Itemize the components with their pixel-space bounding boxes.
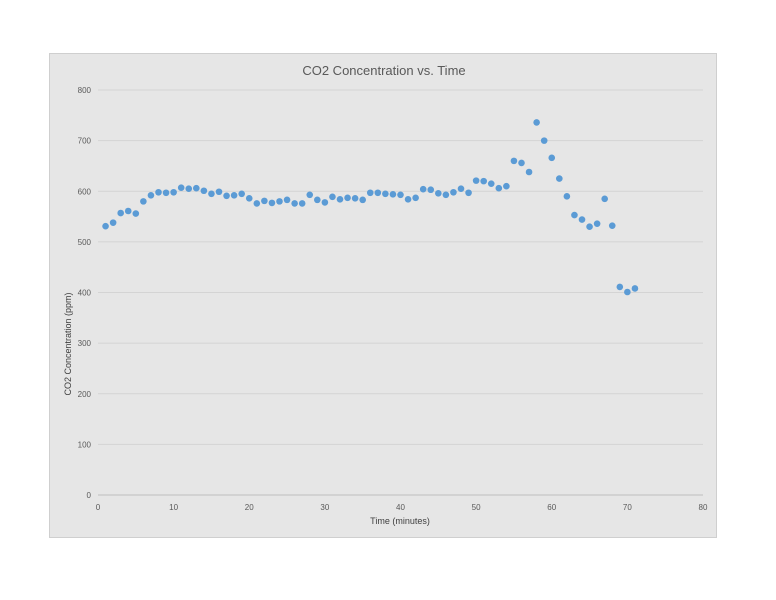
data-point [556,175,563,182]
data-point [336,196,344,203]
x-axis-label: Time (minutes) [370,516,430,526]
y-tick-label: 600 [78,187,92,196]
data-point [548,154,556,162]
scatter-chart: CO2 Concentration vs. Time 0100200300400… [63,63,708,526]
x-tick-label: 80 [699,503,708,512]
data-point [261,197,268,205]
data-point [510,157,518,165]
data-point [601,195,608,203]
data-point [419,185,427,193]
y-tick-label: 0 [87,491,92,500]
data-point [155,188,162,196]
y-tick-label: 700 [78,137,92,146]
data-point [472,177,480,184]
data-point [140,198,147,205]
y-tick-label: 800 [78,86,92,95]
y-tick-label: 400 [78,289,92,298]
y-axis-label: CO2 Concentration (ppm) [63,292,73,395]
data-point [291,200,298,207]
data-point [563,193,571,200]
data-point [450,188,457,196]
x-axis-ticks: 0 10 20 30 40 50 60 70 80 [96,503,708,512]
data-point [238,190,245,198]
x-tick-label: 50 [472,503,481,512]
data-point [268,199,276,207]
data-point [571,211,578,219]
data-point [306,191,314,199]
data-point [397,191,404,199]
data-point [624,288,631,296]
data-point [283,196,291,204]
data-point [215,188,223,196]
data-point [457,185,465,193]
data-point [253,200,261,207]
chart-title: CO2 Concentration vs. Time [302,63,465,78]
data-point [533,119,540,126]
data-point [147,192,155,199]
data-point [344,194,351,202]
data-point [586,223,593,230]
data-point [223,192,230,200]
data-point [109,219,117,226]
data-point [540,137,548,144]
data-point [480,177,487,185]
data-point [525,168,533,176]
data-point [442,191,450,199]
data-point [314,196,321,204]
x-tick-label: 40 [396,503,405,512]
data-point [593,220,601,227]
y-tick-label: 500 [78,238,92,247]
x-tick-label: 60 [547,503,556,512]
data-point [427,186,435,194]
data-point [366,189,374,197]
y-tick-label: 100 [78,440,92,449]
data-point [170,188,177,196]
data-point [193,184,200,192]
data-point [230,192,238,199]
data-point [298,200,306,207]
data-point [124,207,132,215]
x-tick-label: 30 [320,503,329,512]
chart-area: CO2 Concentration vs. Time 0 100 200 300 400… [49,53,717,538]
data-point [495,184,503,192]
data-point [518,159,525,167]
data-point [359,196,366,204]
gridlines [98,89,703,496]
data-point [503,182,510,190]
data-point [162,189,170,197]
data-point [132,210,140,217]
x-tick-label: 20 [245,503,254,512]
data-point [608,222,616,229]
data-point [177,184,185,192]
data-point [465,189,472,197]
data-point [276,198,283,205]
data-point [374,189,382,197]
data-point [487,180,495,187]
data-point [102,222,109,230]
data-point [185,185,193,193]
y-tick-label: 200 [78,390,92,399]
data-point [117,209,124,217]
data-point [578,216,586,223]
y-tick-label: 300 [78,339,92,348]
data-point [208,190,215,198]
x-tick-label: 0 [96,503,101,512]
data-point [616,283,624,291]
data-point [200,187,208,195]
data-point [412,194,419,202]
x-tick-label: 10 [169,503,178,512]
x-tick-label: 70 [623,503,632,512]
data-point [382,190,389,198]
data-points [102,119,639,296]
data-point [321,199,329,206]
data-point [435,189,442,197]
data-point [404,196,412,203]
y-axis-ticks: 0 100 200 300 400 500 600 700 800 [78,86,92,500]
data-point [351,195,359,202]
data-point [329,193,336,201]
data-point [389,190,397,198]
data-point [631,285,639,292]
data-point [245,195,253,202]
